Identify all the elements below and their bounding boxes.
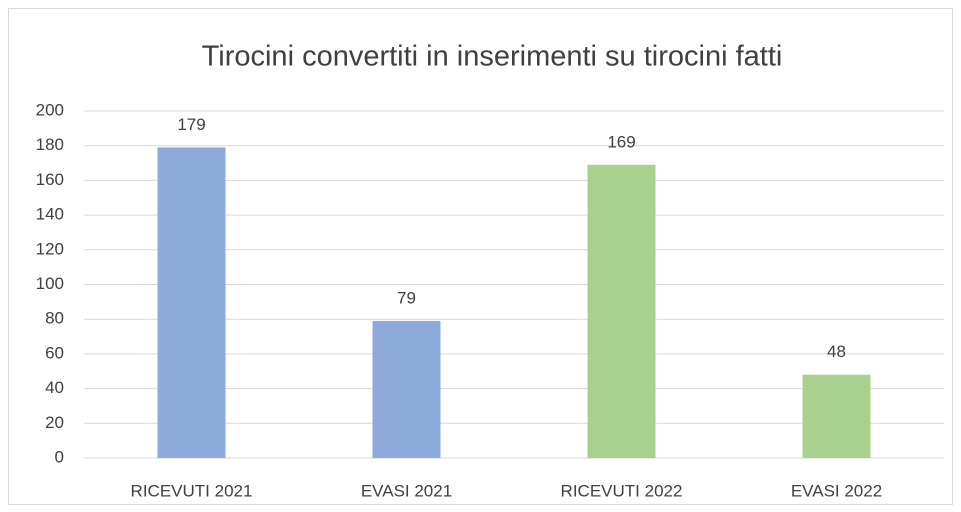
- y-tick-label: 100: [36, 274, 64, 293]
- y-tick-label: 160: [36, 170, 64, 189]
- chart-title: Tirocini convertiti in inserimenti su ti…: [202, 41, 783, 73]
- y-tick-label: 120: [36, 239, 64, 258]
- bar: [372, 320, 441, 458]
- y-tick-label: 60: [45, 343, 64, 362]
- x-tick-label: EVASI 2021: [361, 481, 452, 500]
- y-tick-label: 0: [55, 447, 64, 466]
- bar: [587, 164, 656, 458]
- y-tick-label: 140: [36, 205, 64, 224]
- x-tick-label: RICEVUTI 2021: [131, 481, 253, 500]
- y-tick-label: 200: [36, 100, 64, 119]
- data-label: 79: [397, 288, 416, 307]
- data-label: 48: [827, 342, 846, 361]
- x-tick-label: EVASI 2022: [791, 481, 882, 500]
- y-tick-label: 20: [45, 413, 64, 432]
- data-label: 179: [177, 115, 205, 134]
- y-tick-label: 180: [36, 135, 64, 154]
- y-tick-label: 80: [45, 309, 64, 328]
- x-tick-label: RICEVUTI 2022: [561, 481, 683, 500]
- y-tick-label: 40: [45, 378, 64, 397]
- bar: [157, 147, 226, 458]
- bar: [802, 374, 871, 458]
- data-label: 169: [607, 132, 635, 151]
